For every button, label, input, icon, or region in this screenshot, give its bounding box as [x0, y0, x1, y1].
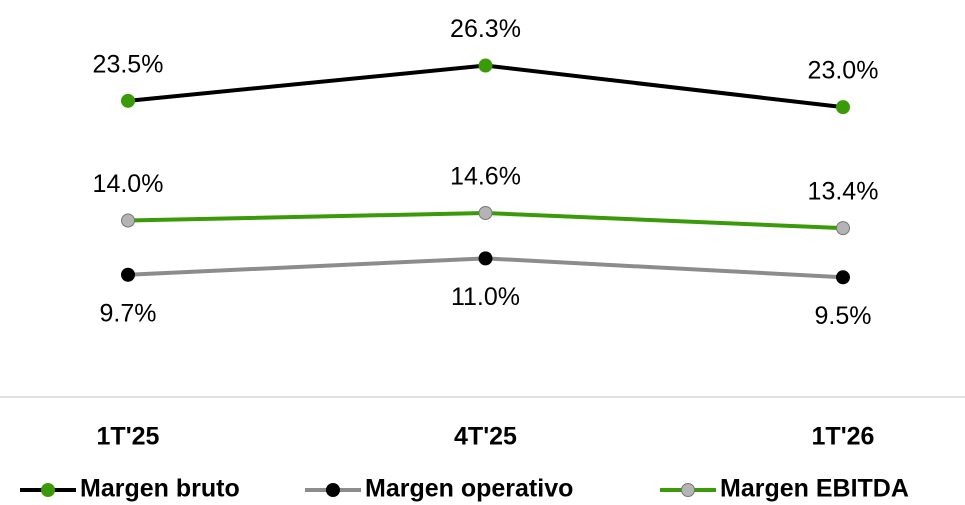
legend-label: Margen operativo: [365, 475, 573, 503]
value-label: 9.7%: [100, 299, 157, 327]
legend-marker: [681, 483, 695, 497]
x-tick-label: 1T'25: [97, 423, 160, 451]
point: [478, 251, 493, 266]
point: [836, 270, 850, 285]
value-label: 23.0%: [808, 57, 879, 85]
value-label: 14.0%: [93, 170, 164, 198]
value-label: 13.4%: [808, 178, 879, 206]
point: [478, 205, 493, 220]
point: [121, 213, 135, 228]
point: [836, 100, 850, 115]
value-label: 14.6%: [450, 163, 521, 191]
x-tick-label: 4T'25: [454, 423, 517, 451]
legend-marker: [41, 483, 55, 497]
value-label: 23.5%: [93, 50, 164, 78]
value-label: 9.5%: [815, 302, 872, 330]
legend-label: Margen bruto: [80, 475, 240, 503]
value-label: 11.0%: [451, 283, 520, 311]
point: [478, 58, 493, 73]
value-label: 26.3%: [450, 15, 521, 43]
legend-label: Margen EBITDA: [720, 475, 909, 503]
point: [836, 221, 850, 236]
x-tick-label: 1T'26: [812, 423, 875, 451]
point: [121, 267, 135, 282]
point: [121, 93, 135, 108]
legend-marker: [326, 483, 340, 497]
